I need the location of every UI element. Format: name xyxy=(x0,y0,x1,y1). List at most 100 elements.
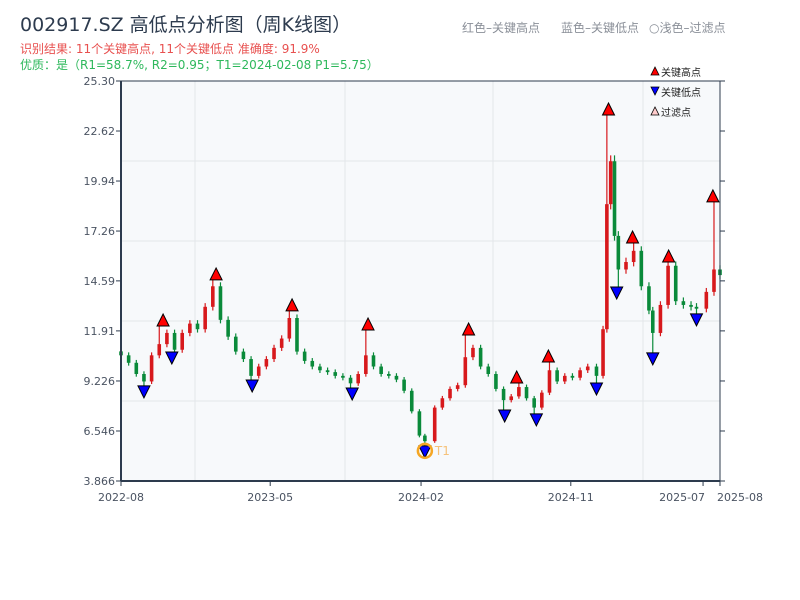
key-high-marker xyxy=(625,229,640,244)
candle-body xyxy=(188,323,192,333)
candle-body xyxy=(440,398,445,408)
candle-body xyxy=(463,357,468,386)
candle-body xyxy=(494,373,498,389)
candle-body xyxy=(486,366,491,374)
key-high-marker xyxy=(541,348,556,363)
candle-body xyxy=(279,338,284,348)
candle-body xyxy=(142,373,146,382)
candle-body xyxy=(157,344,162,356)
candle-body xyxy=(471,347,475,358)
candle-body xyxy=(149,355,154,382)
candle-body xyxy=(371,355,376,367)
quality-summary: 优质：是（R1=58.7%, R2=0.95；T1=2024-02-08 P1=… xyxy=(20,58,379,72)
candle-body xyxy=(585,366,590,371)
candle-body xyxy=(256,366,261,376)
key-high-marker xyxy=(706,188,720,203)
candle-body xyxy=(694,306,699,309)
candle-body xyxy=(517,387,521,397)
candle-body xyxy=(341,375,345,378)
key-low-marker xyxy=(609,286,624,301)
candle-body xyxy=(455,385,460,389)
candle-body xyxy=(165,332,169,345)
candle-body xyxy=(612,161,617,236)
hint-high: 红色–关键高点 xyxy=(462,21,541,35)
candle-body xyxy=(501,388,506,401)
legend-marker xyxy=(650,66,660,76)
key-low-marker xyxy=(418,445,432,459)
key-low-marker xyxy=(645,352,660,367)
candle-body xyxy=(172,332,177,350)
key-low-marker xyxy=(497,409,512,424)
y-tick-label: 11.91 xyxy=(84,325,116,338)
hint-low: 蓝色–关键低点 xyxy=(561,21,640,35)
candle-body xyxy=(423,435,427,442)
key-high-marker xyxy=(285,297,299,312)
candle-body xyxy=(218,286,223,320)
candle-body xyxy=(608,161,613,205)
key-high-marker xyxy=(156,312,170,327)
candle-body xyxy=(287,318,292,339)
key-high-marker xyxy=(461,321,476,336)
candle-body xyxy=(712,269,716,292)
candle-body xyxy=(417,411,422,436)
candle-body xyxy=(532,398,536,408)
candle-body xyxy=(704,291,709,309)
candle-body xyxy=(333,372,338,376)
candle-body xyxy=(394,375,399,380)
key-low-marker xyxy=(529,413,544,428)
x-tick-label: 2024-11 xyxy=(548,491,594,504)
candle-body xyxy=(650,310,655,333)
candle-body xyxy=(639,250,644,287)
candle-body xyxy=(658,304,663,333)
candle-body xyxy=(134,362,139,374)
candle-body xyxy=(211,286,215,307)
candle-body xyxy=(126,355,131,363)
candle-body xyxy=(402,379,406,391)
candle-body xyxy=(325,370,330,373)
candle-body xyxy=(524,387,529,399)
y-tick-label: 19.94 xyxy=(84,175,116,188)
legend-marker xyxy=(650,106,660,116)
candle-body xyxy=(605,204,609,330)
candle-body xyxy=(272,347,276,360)
candle-body xyxy=(562,375,567,382)
candle-body xyxy=(310,360,315,367)
candle-body xyxy=(387,373,391,376)
x-tick-label: 2024-02 xyxy=(398,491,444,504)
key-high-marker xyxy=(361,316,375,331)
key-low-marker xyxy=(689,313,704,328)
candle-body xyxy=(295,318,299,352)
key-low-marker xyxy=(165,351,179,366)
candle-body xyxy=(689,304,693,307)
candle-body xyxy=(509,396,514,401)
key-high-marker xyxy=(509,369,524,384)
candle-body xyxy=(681,301,686,305)
result-summary: 识别结果: 11个关键高点, 11个关键低点 准确度: 91.9% xyxy=(20,42,320,56)
candle-body xyxy=(601,329,605,376)
x-tick-label: 2025-08 xyxy=(717,491,763,504)
candle-body xyxy=(547,370,552,393)
key-low-marker xyxy=(137,385,151,400)
candle-body xyxy=(432,407,437,442)
candle-body xyxy=(673,265,678,302)
candle-body xyxy=(364,355,368,374)
key-low-marker xyxy=(345,387,359,402)
x-tick-label: 2022-08 xyxy=(98,491,144,504)
key-low-marker xyxy=(589,382,604,397)
candle-body xyxy=(318,366,322,371)
candle-body xyxy=(540,392,544,408)
x-tick-label: 2023-05 xyxy=(247,491,293,504)
y-tick-label: 17.26 xyxy=(84,225,116,238)
candle-body xyxy=(241,351,246,360)
candle-body xyxy=(594,366,599,376)
candle-body xyxy=(616,235,621,270)
hint-filtered: ○浅色–过滤点 xyxy=(649,21,726,35)
legend-label: 过滤点 xyxy=(661,106,691,119)
candle-body xyxy=(555,370,559,382)
candle-body xyxy=(647,286,651,311)
candle-body xyxy=(249,359,253,376)
x-tick-label: 2025-07 xyxy=(659,491,705,504)
y-tick-label: 6.546 xyxy=(84,425,116,438)
t1-ring xyxy=(416,442,434,460)
candle-body xyxy=(379,366,383,374)
